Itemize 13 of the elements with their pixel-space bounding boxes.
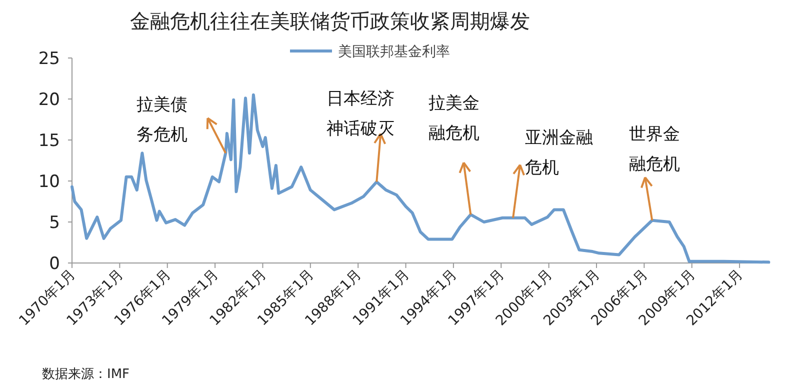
annotation: 亚洲金融危机 xyxy=(525,128,594,178)
annotation: 拉美金融危机 xyxy=(428,94,480,144)
annotation: 拉美债务危机 xyxy=(136,95,188,146)
y-tick-label: 10 xyxy=(38,172,60,192)
legend-label: 美国联邦基金利率 xyxy=(338,44,450,60)
annotation: 世界金融危机 xyxy=(629,124,680,174)
chart-title: 金融危机往往在美联储货币政策收紧周期爆发 xyxy=(130,9,530,33)
y-tick-label: 20 xyxy=(38,90,60,110)
y-tick-label: 15 xyxy=(38,131,60,151)
y-tick-label: 25 xyxy=(38,49,60,69)
y-tick-label: 5 xyxy=(49,213,60,233)
annotation: 日本经济神话破灭 xyxy=(326,88,395,139)
y-tick-label: 0 xyxy=(49,254,60,274)
